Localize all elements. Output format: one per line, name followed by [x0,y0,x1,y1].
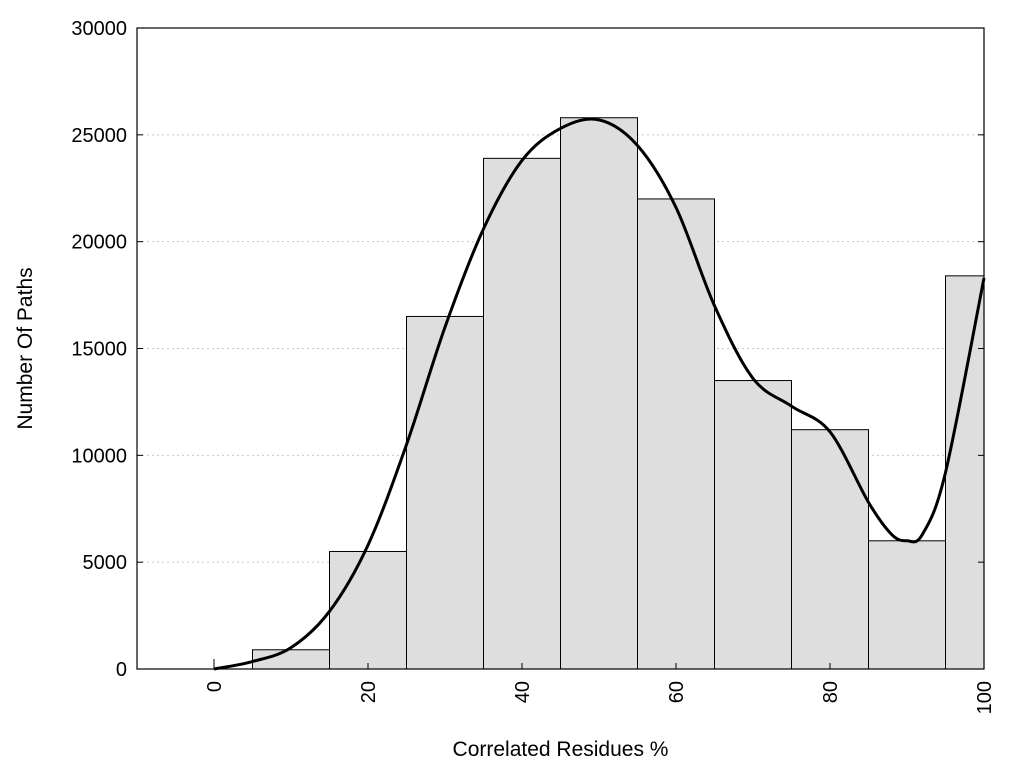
x-tick-label: 80 [820,681,842,703]
density-curve-line [213,117,986,671]
y-tick-label: 5000 [83,552,128,574]
x-axis-ticks: 0 20 40 60 80 100 [204,663,996,714]
x-tick-label: 100 [974,681,996,714]
x-axis-title: Correlated Residues % [453,738,669,761]
histogram-bar [560,117,638,670]
histogram-bar [637,198,715,670]
bars [213,117,985,670]
y-axis-ticks: 0 5000 10000 15000 20000 25000 30000 [71,18,984,681]
y-tick-label: 0 [116,659,127,681]
histogram-bar [945,275,985,670]
histogram-bar [714,380,792,670]
y-tick-label: 30000 [71,18,127,40]
y-tick-label: 15000 [71,339,127,361]
y-tick-label: 20000 [71,232,127,254]
y-axis-title: Number Of Paths [14,267,37,429]
histogram-bar [791,429,869,670]
histogram-bar [329,550,407,670]
density-curve [213,117,986,671]
x-tick-label: 60 [666,681,688,703]
histogram-bar [406,315,484,670]
y-tick-label: 25000 [71,125,127,147]
histogram-bar [868,540,946,670]
y-tick-label: 10000 [71,445,127,467]
x-tick-label: 40 [512,681,534,703]
histogram-bar [483,157,561,670]
x-tick-label: 0 [204,681,226,692]
x-tick-label: 20 [358,681,380,703]
